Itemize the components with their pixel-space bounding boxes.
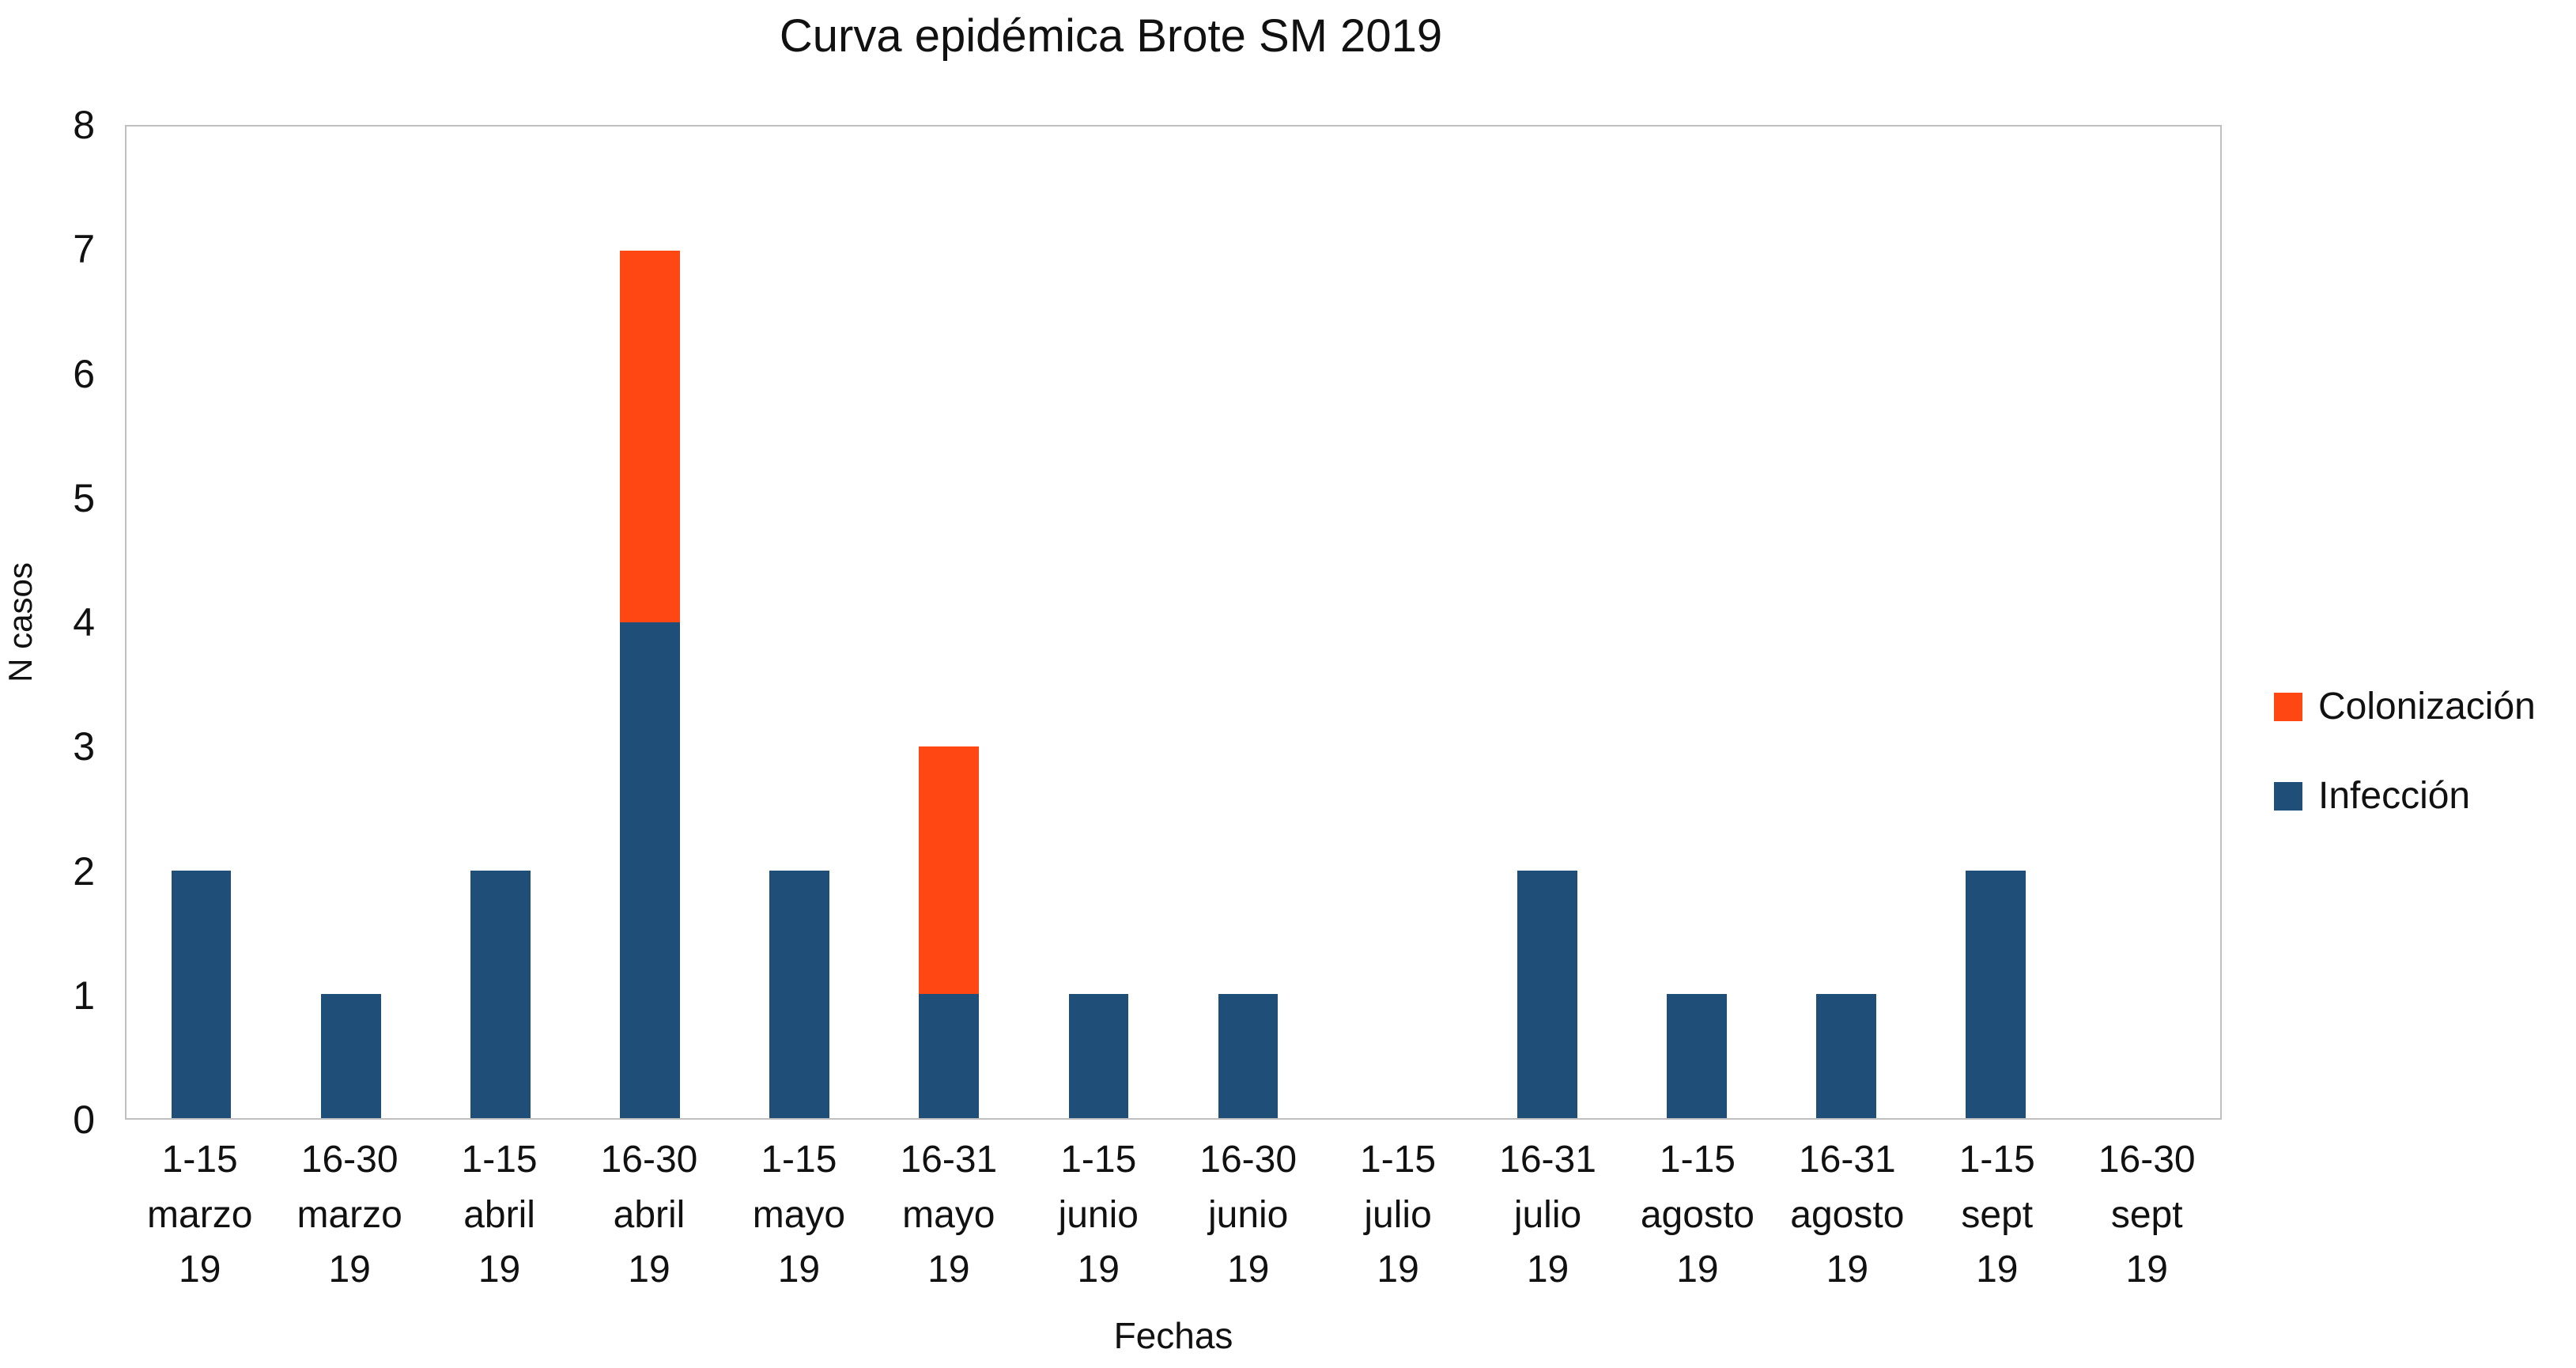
stacked-bar <box>1368 127 1428 1118</box>
bar-slot <box>1772 127 1921 1118</box>
bar-slot <box>575 127 724 1118</box>
bar-slot <box>874 127 1024 1118</box>
bar-slot <box>127 127 276 1118</box>
legend-swatch-icon <box>2274 692 2302 721</box>
bar-segment-infecci-n <box>470 870 531 1118</box>
stacked-bar <box>1517 127 1577 1118</box>
stacked-bar <box>2116 127 2176 1118</box>
y-tick-label: 8 <box>73 103 95 147</box>
legend-item: Infección <box>2274 774 2536 818</box>
x-axis-ticks: 1-15 marzo 19 16-30 marzo 19 1-15 abril 19… <box>125 1132 2222 1298</box>
plot-area <box>125 125 2222 1120</box>
bar-slot <box>1472 127 1622 1118</box>
bar-segment-infecci-n <box>620 622 680 1118</box>
bar-slot <box>276 127 425 1118</box>
stacked-bar <box>919 127 980 1118</box>
bar-segment-infecci-n <box>769 870 829 1118</box>
y-tick-label: 0 <box>73 1098 95 1142</box>
y-tick-label: 5 <box>73 475 95 520</box>
bar-slot <box>1622 127 1771 1118</box>
x-tick-label: 1-15 sept 19 <box>1958 1139 2035 1291</box>
x-tick-label: 1-15 marzo 19 <box>147 1139 253 1291</box>
x-tick-label: 16-30 marzo 19 <box>297 1139 402 1291</box>
x-tick-label: 16-31 agosto 19 <box>1790 1139 1905 1291</box>
legend-label: Colonización <box>2318 686 2536 727</box>
bar-segment-infecci-n <box>1966 870 2026 1118</box>
legend: Colonización Infección <box>2274 685 2536 818</box>
x-tick-label: 1-15 agosto 19 <box>1640 1139 1754 1291</box>
bar-segment-infecci-n <box>1816 994 1876 1118</box>
x-tick-label: 1-15 mayo 19 <box>752 1139 846 1291</box>
bar-segment-colonizaci-n <box>919 746 980 995</box>
stacked-bar <box>1218 127 1279 1118</box>
bar-segment-infecci-n <box>320 994 381 1118</box>
stacked-bar <box>1667 127 1727 1118</box>
stacked-bar <box>171 127 232 1118</box>
stacked-bar <box>1816 127 1876 1118</box>
legend-item: Colonización <box>2274 685 2536 728</box>
bar-segment-infecci-n <box>1667 994 1727 1118</box>
bar-segment-infecci-n <box>171 870 232 1118</box>
stacked-bar <box>769 127 829 1118</box>
stacked-bar <box>470 127 531 1118</box>
x-tick-label: 16-30 junio 19 <box>1199 1139 1297 1291</box>
bar-segment-colonizaci-n <box>620 250 680 622</box>
y-tick-label: 2 <box>73 848 95 894</box>
x-tick-label: 16-31 mayo 19 <box>900 1139 998 1291</box>
chart-title: Curva epidémica Brote SM 2019 <box>779 10 1443 62</box>
bar-slot <box>1173 127 1323 1118</box>
bar-slot <box>725 127 874 1118</box>
y-axis-ticks: 0 1 2 3 4 5 6 7 8 <box>0 103 117 1142</box>
x-tick-label: 1-15 abril 19 <box>461 1139 538 1291</box>
stacked-bar <box>620 127 680 1118</box>
bar-segment-infecci-n <box>1517 870 1577 1118</box>
bar-slot <box>1024 127 1173 1118</box>
y-tick-label: 6 <box>73 351 95 396</box>
stacked-bar <box>1068 127 1129 1118</box>
bar-slot <box>1323 127 1472 1118</box>
x-tick-label: 16-31 julio 19 <box>1499 1139 1596 1291</box>
bar-slot <box>2071 127 2220 1118</box>
bar-slot <box>1921 127 2071 1118</box>
stacked-bar <box>1966 127 2026 1118</box>
x-tick-label: 16-30 sept 19 <box>2098 1139 2196 1291</box>
bar-segment-infecci-n <box>919 994 980 1118</box>
x-tick-label: 16-30 abril 19 <box>600 1139 698 1291</box>
y-tick-label: 4 <box>73 600 95 644</box>
x-tick-label: 1-15 julio 19 <box>1360 1139 1437 1291</box>
y-tick-label: 1 <box>73 973 95 1018</box>
legend-swatch-icon <box>2274 781 2302 811</box>
bar-slot <box>425 127 575 1118</box>
stacked-bar <box>320 127 381 1118</box>
x-tick-label: 1-15 junio 19 <box>1058 1139 1139 1291</box>
y-tick-label: 3 <box>73 724 95 769</box>
x-axis-title: Fechas <box>1113 1315 1233 1356</box>
bar-segment-infecci-n <box>1068 994 1129 1118</box>
legend-label: Infección <box>2318 775 2471 817</box>
bar-segment-infecci-n <box>1218 994 1279 1118</box>
y-tick-label: 7 <box>73 227 95 272</box>
